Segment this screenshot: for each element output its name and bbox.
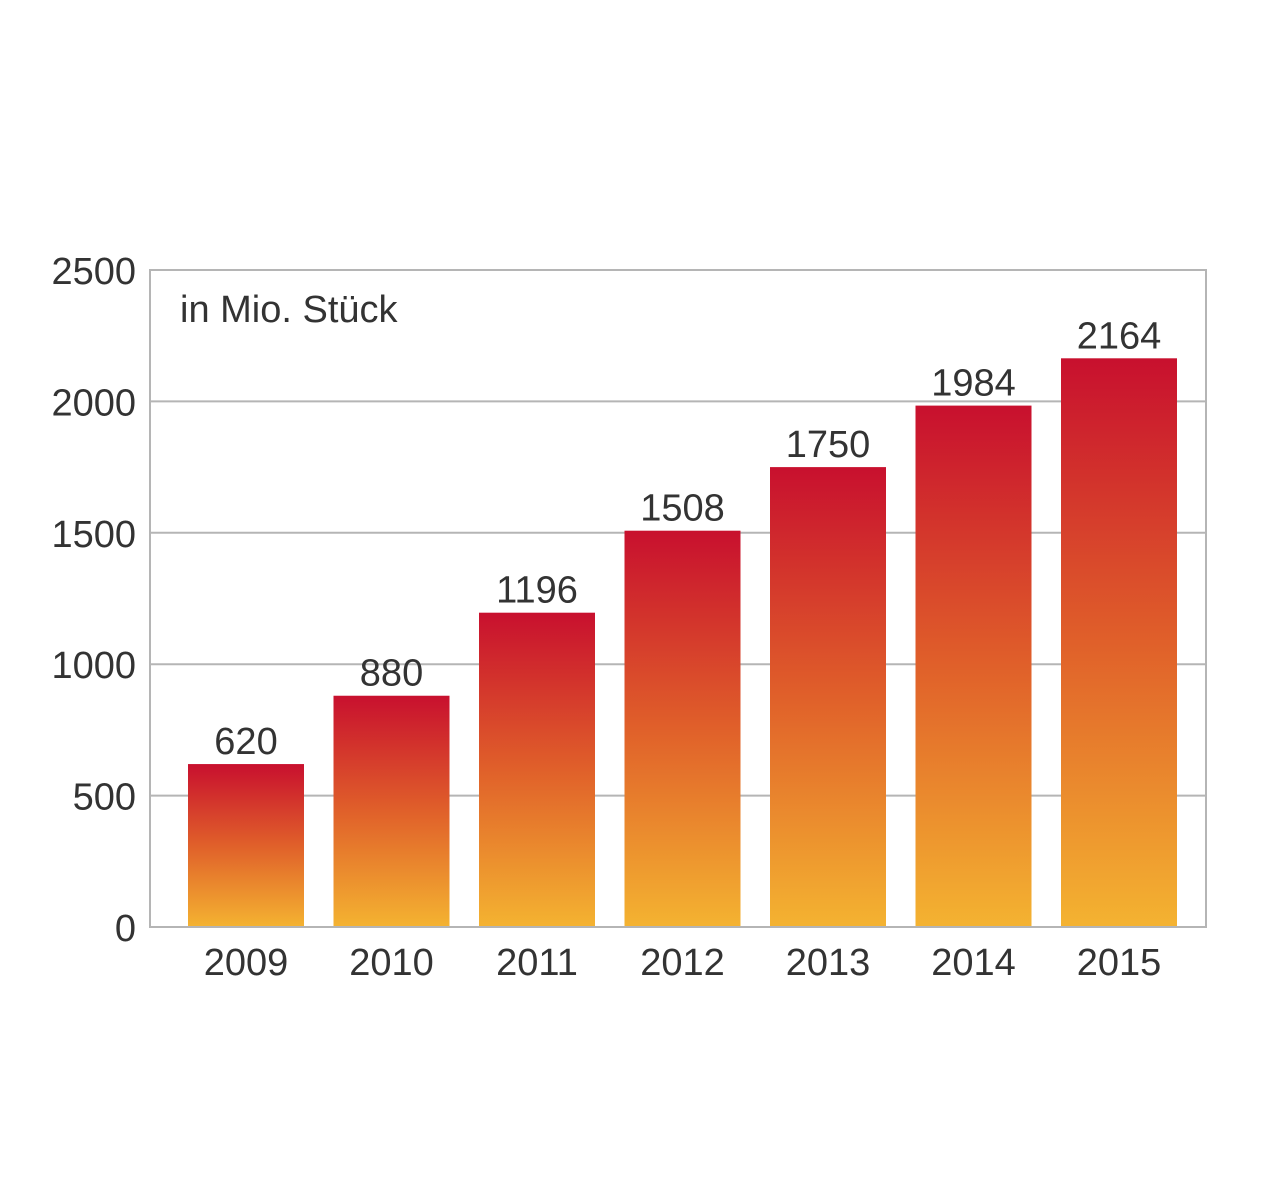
x-tick-label-2010: 2010: [349, 942, 434, 984]
bar-2011: [479, 612, 595, 927]
x-tick-label-2012: 2012: [640, 942, 725, 984]
x-tick-label-2011: 2011: [496, 942, 578, 984]
x-tick-label-2014: 2014: [931, 942, 1016, 984]
data-label-2009: 620: [214, 721, 277, 763]
bar-2014: [915, 405, 1032, 927]
y-tick-label: 500: [73, 777, 136, 819]
x-axis-ticks: 2009 2010 2011 2012 2013 2014 2015: [204, 942, 1162, 984]
unit-label: in Mio. Stück: [180, 289, 399, 331]
data-label-2014: 1984: [931, 363, 1016, 405]
data-label-2011: 1196: [496, 570, 578, 612]
bar-2009: [188, 764, 304, 927]
x-tick-label-2009: 2009: [204, 942, 289, 984]
bar-2012: [624, 530, 741, 927]
data-label-2010: 880: [360, 653, 423, 695]
bar-2015: [1061, 358, 1177, 928]
bar-2010: [333, 695, 450, 927]
y-axis-ticks: 0 500 1000 1500 2000 2500: [51, 251, 136, 950]
bars: [188, 358, 1177, 928]
x-tick-label-2015: 2015: [1077, 942, 1162, 984]
bar-2013: [770, 467, 886, 927]
y-tick-label: 1000: [51, 645, 136, 687]
plot-frame: [149, 269, 1207, 928]
data-labels: 620 880 1196 1508 1750 1984 2164: [214, 315, 1161, 763]
y-tick-label: 1500: [51, 514, 136, 556]
x-tick-label-2013: 2013: [786, 942, 871, 984]
data-label-2013: 1750: [786, 424, 871, 466]
y-tick-label: 0: [115, 908, 136, 950]
y-tick-label: 2500: [51, 251, 136, 293]
data-label-2015: 2164: [1077, 315, 1162, 357]
y-tick-label: 2000: [51, 382, 136, 424]
data-label-2012: 1508: [640, 488, 725, 530]
